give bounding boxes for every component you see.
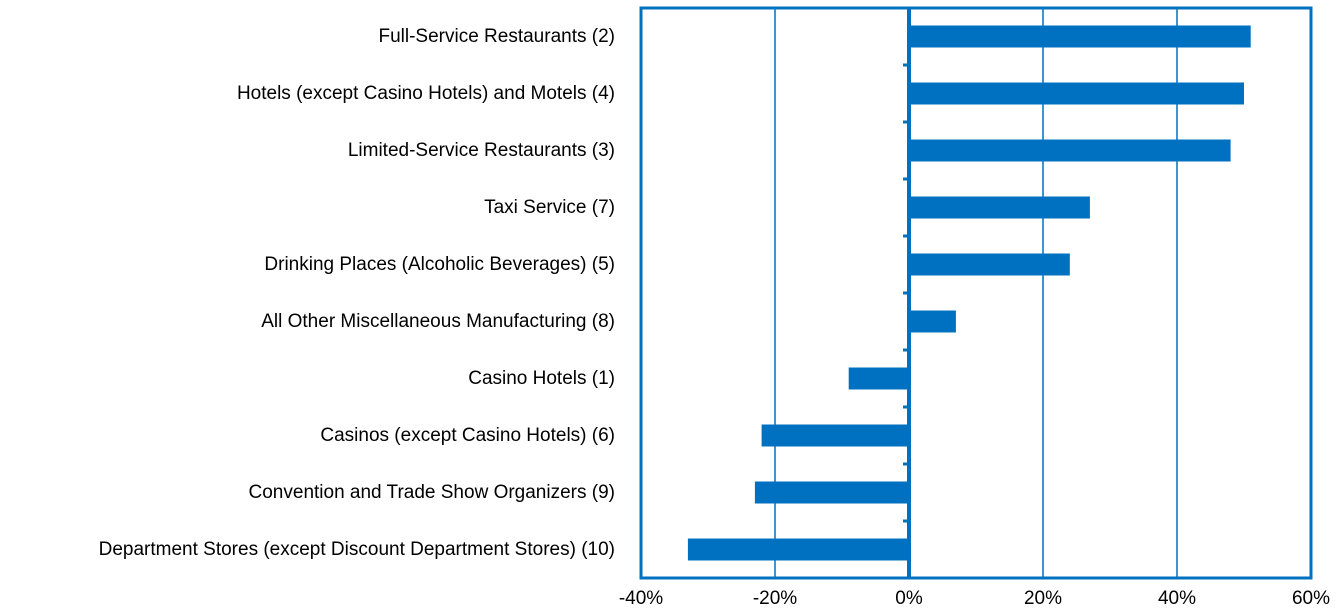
y-tick-label: Convention and Trade Show Organizers (9): [248, 481, 615, 503]
category-label-wrap: All Other Miscellaneous Manufacturing (8…: [261, 311, 615, 333]
bar: [909, 139, 1231, 162]
x-tick-label: 0%: [895, 588, 923, 609]
category-label-wrap: Convention and Trade Show Organizers (9): [249, 482, 615, 504]
x-tick-label: 20%: [1024, 588, 1062, 609]
category-label-wrap: Limited-Service Restaurants (3): [348, 140, 615, 162]
category-label-wrap: Taxi Service (7): [484, 197, 615, 219]
x-tick-label: 40%: [1158, 588, 1196, 609]
y-tick-label: Department Stores (except Discount Depar…: [98, 538, 615, 560]
bar: [909, 25, 1251, 48]
bar: [909, 310, 956, 333]
y-tick-label: Full-Service Restaurants (2): [378, 25, 615, 47]
x-tick-label: -40%: [619, 588, 663, 609]
y-tick-label: All Other Miscellaneous Manufacturing (8…: [261, 310, 615, 332]
bar: [909, 196, 1090, 219]
x-tick-label: -20%: [753, 588, 797, 609]
y-tick-label: Limited-Service Restaurants (3): [347, 139, 615, 161]
y-tick-label: Drinking Places (Alcoholic Beverages) (5…: [264, 253, 615, 275]
plot-frame: [639, 6, 1313, 580]
bar: [909, 82, 1244, 105]
bar: [909, 253, 1070, 276]
category-label-wrap: Casino Hotels (1): [468, 368, 615, 390]
category-label-wrap: Department Stores (except Discount Depar…: [99, 539, 615, 561]
category-label-wrap: Hotels (except Casino Hotels) and Motels…: [237, 83, 615, 105]
y-tick-label: Taxi Service (7): [484, 196, 615, 218]
y-tick-label: Casinos (except Casino Hotels) (6): [320, 424, 615, 446]
category-label-wrap: Casinos (except Casino Hotels) (6): [320, 425, 615, 447]
bar: [761, 424, 909, 447]
category-label-wrap: Drinking Places (Alcoholic Beverages) (5…: [264, 254, 615, 276]
y-tick-label: Hotels (except Casino Hotels) and Motels…: [236, 82, 615, 104]
category-label-wrap: Full-Service Restaurants (2): [378, 26, 615, 48]
x-tick-label: 60%: [1292, 588, 1330, 609]
y-tick-label: Casino Hotels (1): [468, 367, 615, 389]
bar: [687, 538, 909, 561]
bar: [848, 367, 909, 390]
bar: [754, 481, 909, 504]
